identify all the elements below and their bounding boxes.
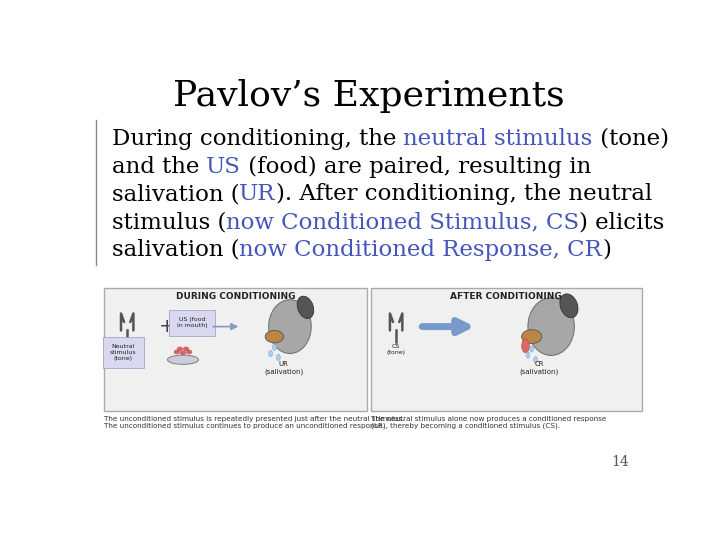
Ellipse shape: [269, 350, 272, 356]
Text: and the: and the: [112, 156, 207, 178]
Text: US (food
in mouth): US (food in mouth): [177, 318, 207, 328]
Ellipse shape: [276, 354, 280, 361]
Text: AFTER CONDITIONING: AFTER CONDITIONING: [450, 292, 562, 301]
FancyBboxPatch shape: [104, 288, 367, 411]
Ellipse shape: [526, 352, 530, 358]
Text: Pavlov’s Experiments: Pavlov’s Experiments: [174, 79, 564, 113]
Text: Neutral
stimulus
(tone): Neutral stimulus (tone): [110, 345, 137, 361]
Text: ): ): [602, 239, 611, 261]
Ellipse shape: [186, 350, 192, 354]
Text: neutral stimulus: neutral stimulus: [403, 128, 593, 150]
Ellipse shape: [522, 330, 542, 343]
Text: salivation (: salivation (: [112, 239, 239, 261]
Text: UR: UR: [239, 184, 276, 205]
Text: US: US: [207, 156, 241, 178]
Ellipse shape: [530, 346, 534, 352]
Text: UR
(salivation): UR (salivation): [264, 361, 303, 375]
Ellipse shape: [297, 296, 314, 319]
Ellipse shape: [180, 350, 186, 355]
Ellipse shape: [174, 350, 180, 354]
FancyBboxPatch shape: [371, 288, 642, 411]
Ellipse shape: [528, 298, 575, 355]
Text: CR
(salivation): CR (salivation): [520, 361, 559, 375]
Text: (food) are paired, resulting in: (food) are paired, resulting in: [241, 156, 591, 178]
Text: The unconditioned stimulus is repeatedly presented just after the neutral stimul: The unconditioned stimulus is repeatedly…: [104, 416, 405, 429]
Text: During conditioning, the: During conditioning, the: [112, 128, 403, 150]
Text: ) elicits: ) elicits: [579, 211, 665, 233]
Text: now Conditioned Stimulus, CS: now Conditioned Stimulus, CS: [226, 211, 579, 233]
Text: stimulus (: stimulus (: [112, 211, 226, 233]
Ellipse shape: [534, 356, 538, 363]
Ellipse shape: [560, 294, 578, 318]
Ellipse shape: [265, 330, 284, 343]
Ellipse shape: [272, 345, 276, 350]
Ellipse shape: [183, 347, 189, 351]
Text: +: +: [159, 317, 176, 336]
Text: CS
(tone): CS (tone): [387, 345, 405, 355]
Ellipse shape: [522, 339, 529, 353]
Ellipse shape: [269, 300, 311, 354]
Text: DURING CONDITIONING: DURING CONDITIONING: [176, 292, 295, 301]
Ellipse shape: [168, 355, 199, 364]
Text: (tone): (tone): [593, 128, 669, 150]
Text: 14: 14: [611, 455, 629, 469]
Text: salivation (: salivation (: [112, 184, 239, 205]
Text: The neutral stimulus alone now produces a conditioned response
(LR), thereby bec: The neutral stimulus alone now produces …: [371, 416, 606, 429]
Text: now Conditioned Response, CR: now Conditioned Response, CR: [239, 239, 602, 261]
Ellipse shape: [177, 347, 183, 351]
Text: ). After conditioning, the neutral: ). After conditioning, the neutral: [276, 184, 652, 206]
